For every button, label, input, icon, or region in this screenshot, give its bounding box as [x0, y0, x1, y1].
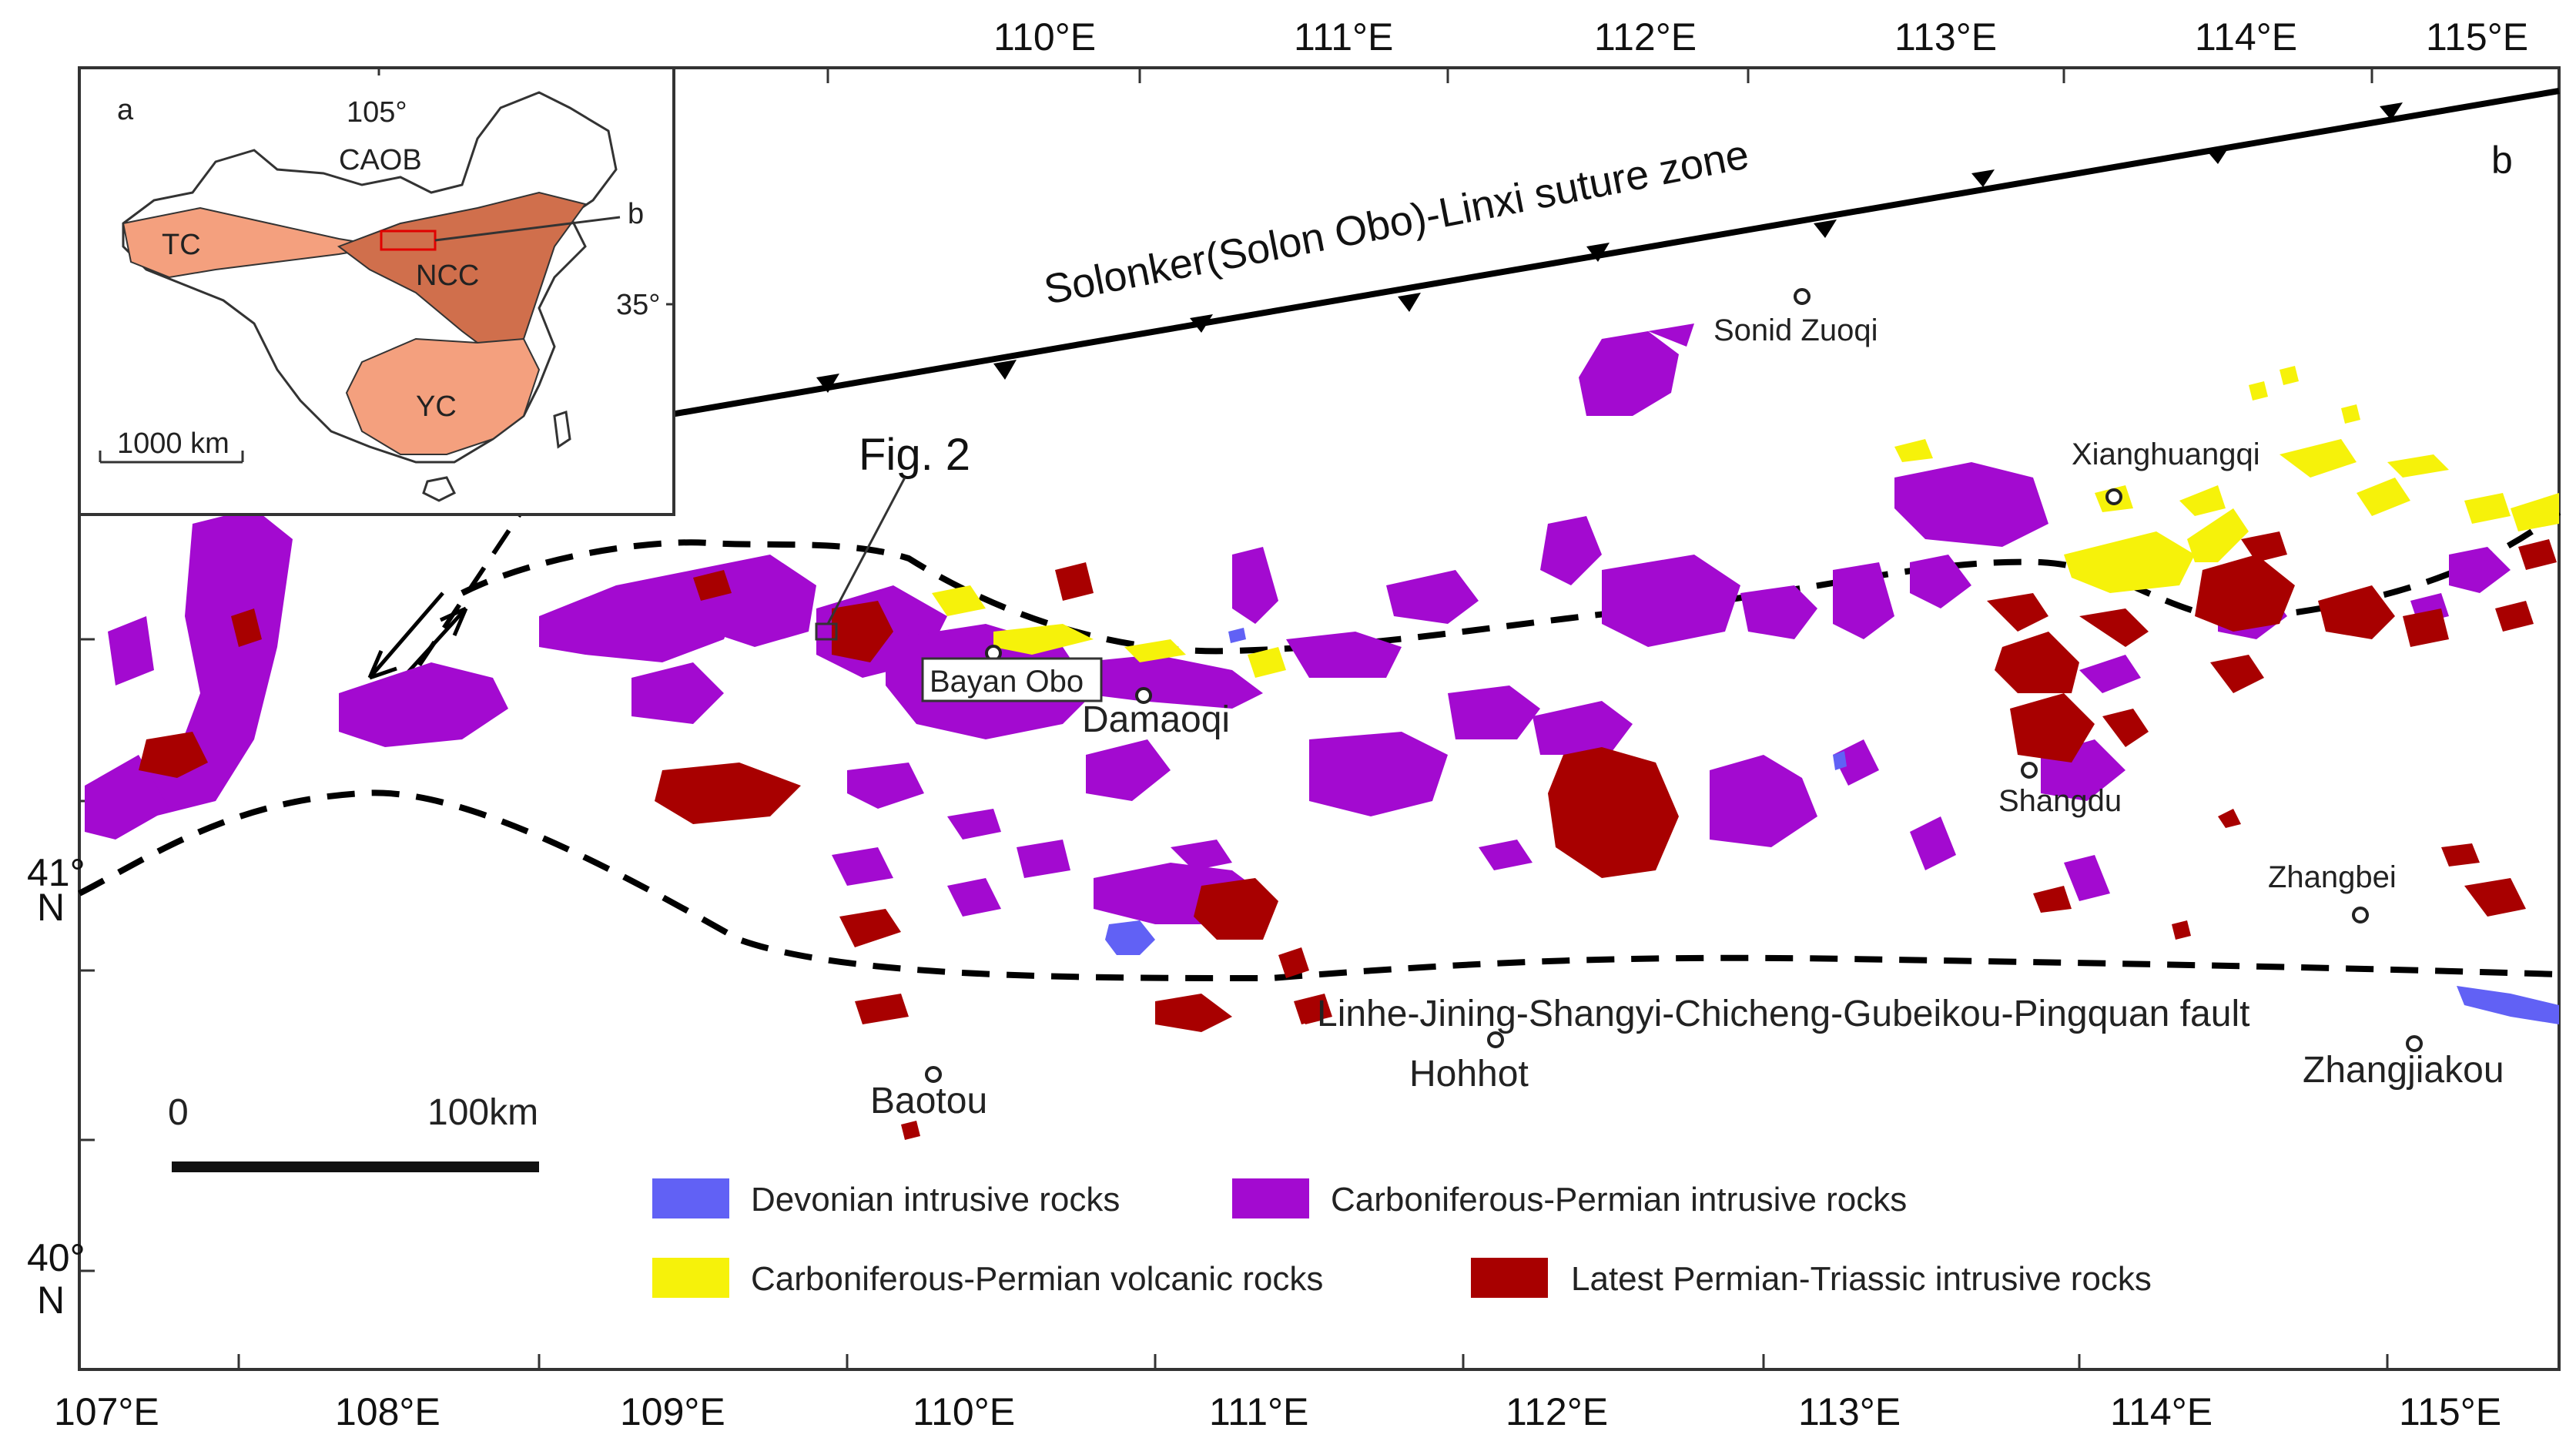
latitude-labels: 41° N 40° N: [27, 851, 85, 1322]
label-damaoqi: Damaoqi: [1082, 699, 1230, 740]
label-zhangbei: Zhangbei: [2268, 860, 2397, 894]
inset-yc: YC: [416, 391, 457, 423]
lat-41-hemi: N: [37, 886, 65, 929]
bottom-lon-label: 110°E: [913, 1390, 1015, 1433]
north-china-craton: [337, 191, 587, 356]
label-xianghuangqi: Xianghuangqi: [2072, 437, 2260, 471]
inset-scale-label: 1000 km: [117, 427, 229, 460]
label-zhangjiakou: Zhangjiakou: [2303, 1050, 2504, 1091]
yangtze-craton: [345, 337, 541, 455]
top-lon-label: 110°E: [993, 15, 1096, 59]
legend-swatch-lpt-intrusive: [1471, 1258, 1548, 1298]
top-lon-label: 111°E: [1294, 15, 1393, 59]
panel-label-b: b: [2491, 139, 2513, 182]
devonian-bodies: [1105, 628, 2559, 1024]
scale-end: 100km: [427, 1092, 538, 1133]
bottom-ticks: [237, 1354, 2389, 1369]
label-hohhot: Hohhot: [1409, 1054, 1529, 1094]
lat-41-deg: 41°: [27, 851, 85, 894]
bottom-lon-label: 108°E: [335, 1390, 440, 1433]
bottom-longitude-labels: 107°E 108°E 109°E 110°E 111°E 112°E 113°…: [54, 1390, 2501, 1433]
hainan-island: [422, 476, 457, 502]
label-sonid-zuoqi: Sonid Zuoqi: [1713, 313, 1878, 347]
scale-zero: 0: [168, 1092, 189, 1133]
label-baotou: Baotou: [870, 1081, 987, 1121]
fig2-leader: [826, 477, 906, 625]
cp-intrusive-bodies: [85, 323, 2511, 924]
inset-label-a: a: [117, 94, 134, 126]
legend-label-cp-volcanic: Carboniferous-Permian volcanic rocks: [751, 1260, 1323, 1298]
bottom-lon-label: 115°E: [2399, 1390, 2501, 1433]
label-shangdu: Shangdu: [1998, 784, 2122, 818]
lpt-intrusive-bodies: [139, 531, 2557, 1140]
inset-lon-label: 105°: [347, 96, 407, 129]
fig2-callout: Fig. 2: [859, 430, 970, 480]
inset-lat-label: 35°: [616, 289, 660, 321]
legend: Devonian intrusive rocks Carboniferous-P…: [652, 1178, 2152, 1298]
scale-bar: 0 100km: [168, 1092, 539, 1172]
top-lon-label: 114°E: [2195, 15, 2297, 59]
bottom-lon-label: 109°E: [620, 1390, 725, 1433]
legend-label-lpt-intrusive: Latest Permian-Triassic intrusive rocks: [1571, 1260, 2152, 1298]
bottom-lon-label: 111°E: [1209, 1390, 1308, 1433]
top-lon-label: 115°E: [2426, 15, 2528, 59]
bottom-lon-label: 113°E: [1798, 1390, 1901, 1433]
fault-label: Linhe-Jining-Shangyi-Chicheng-Gubeikou-P…: [1317, 994, 2249, 1034]
inset-ncc: NCC: [416, 260, 479, 292]
inset-scale-bar: [99, 451, 244, 464]
legend-swatch-cp-volcanic: [652, 1258, 729, 1298]
cp-volcanic-bodies: [932, 366, 2559, 678]
legend-label-devonian: Devonian intrusive rocks: [751, 1181, 1120, 1218]
top-lon-label: 113°E: [1894, 15, 1997, 59]
bottom-lon-label: 107°E: [54, 1390, 159, 1433]
legend-swatch-devonian: [652, 1178, 729, 1218]
bayan-obo-box: [921, 657, 1103, 702]
lat-40-deg: 40°: [27, 1236, 85, 1279]
bottom-lon-label: 114°E: [2110, 1390, 2213, 1433]
tarim-craton: [122, 206, 386, 279]
inset-caob: CAOB: [339, 144, 422, 176]
label-bayan-obo: Bayan Obo: [930, 665, 1084, 699]
top-longitude-labels: 110°E 111°E 112°E 113°E 114°E 115°E: [993, 15, 2528, 59]
place-markers: [925, 288, 2423, 1083]
legend-swatch-cp-intrusive: [1232, 1178, 1309, 1218]
top-lon-label: 112°E: [1594, 15, 1697, 59]
fig2-box: [815, 622, 838, 641]
inset-b-pointer: b: [628, 198, 644, 230]
taiwan-island: [553, 411, 571, 449]
inset-map: a 105° CAOB TC NCC YC b 35° 1000 km: [78, 66, 675, 516]
inset-pointer-line: [434, 216, 621, 242]
bottom-lon-label: 112°E: [1506, 1390, 1608, 1433]
legend-label-cp-intrusive: Carboniferous-Permian intrusive rocks: [1331, 1181, 1907, 1218]
inset-tc: TC: [162, 229, 201, 261]
lat-40-hemi: N: [37, 1279, 65, 1322]
